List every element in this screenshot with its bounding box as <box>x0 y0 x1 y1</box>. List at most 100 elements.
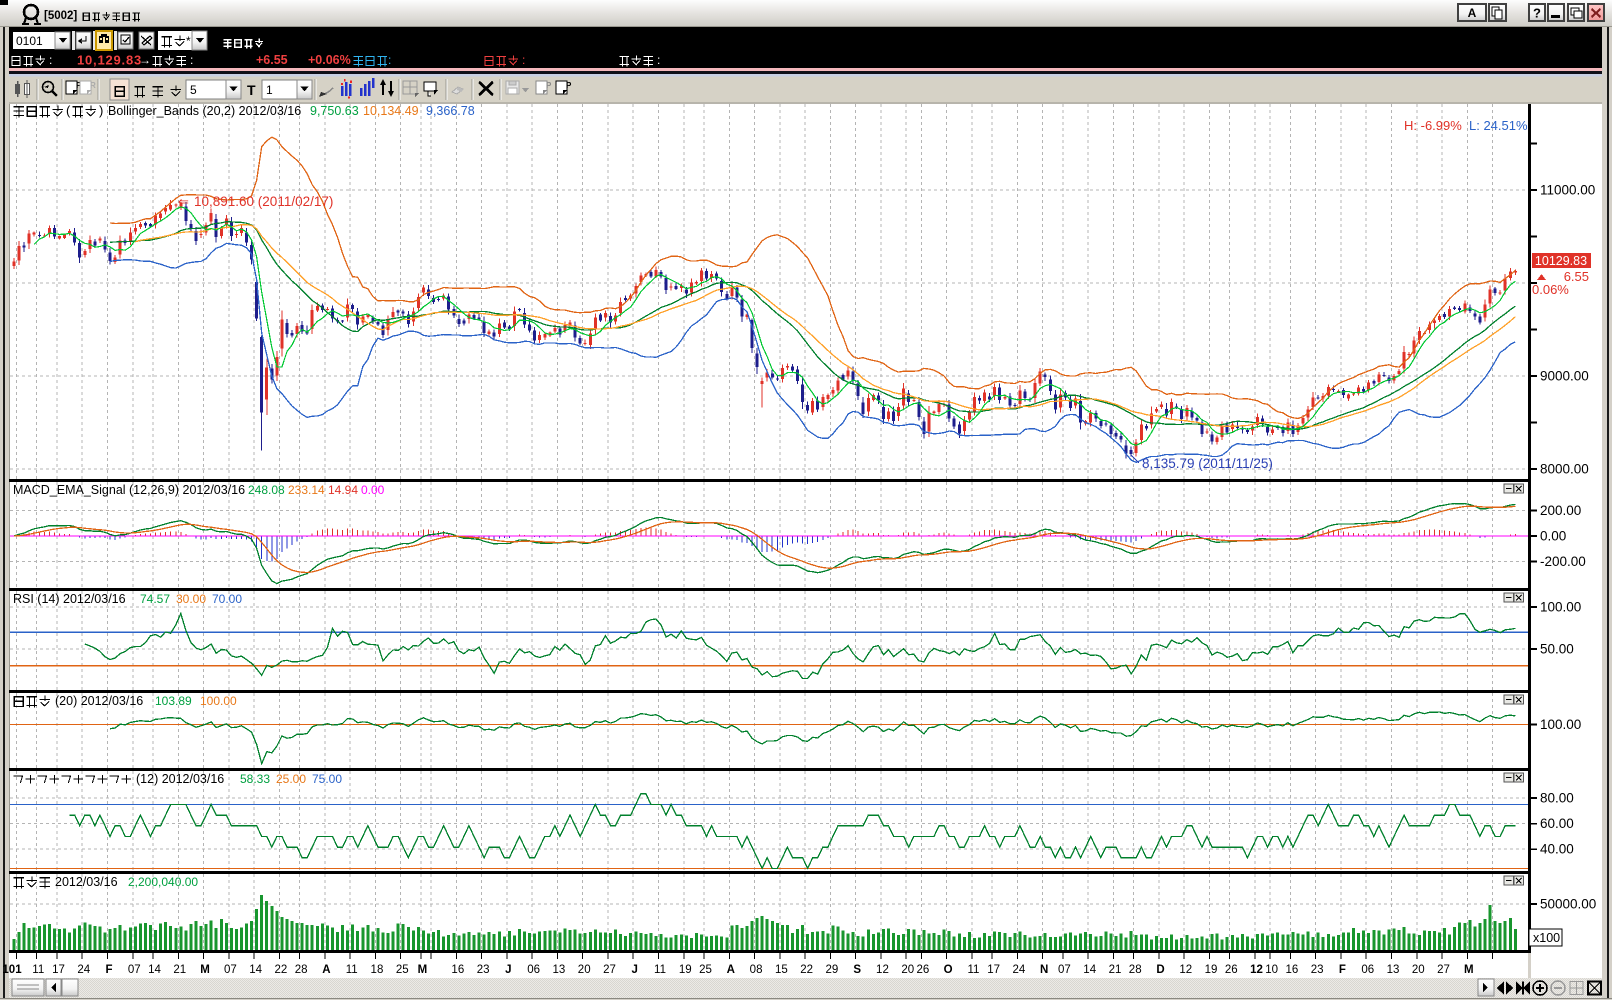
svg-text:O: O <box>944 964 953 976</box>
svg-text:24: 24 <box>1013 964 1026 976</box>
svg-text:N: N <box>1040 964 1048 976</box>
svg-text:11000.00: 11000.00 <box>1540 183 1595 198</box>
svg-text:1: 1 <box>266 83 273 97</box>
svg-text:RSI (14) 2012/03/16: RSI (14) 2012/03/16 <box>13 592 126 606</box>
svg-text:): ) <box>99 103 103 118</box>
svg-text:⇐: ⇐ <box>178 194 189 209</box>
svg-text:21: 21 <box>1109 964 1122 976</box>
svg-text:60.00: 60.00 <box>1540 816 1574 831</box>
svg-text:80.00: 80.00 <box>1540 791 1574 806</box>
svg-text:28: 28 <box>295 964 308 976</box>
svg-text:16: 16 <box>451 964 464 976</box>
svg-text:M: M <box>200 964 210 976</box>
svg-text:27: 27 <box>603 964 616 976</box>
svg-text:J: J <box>505 964 511 976</box>
svg-text:25.00: 25.00 <box>276 772 306 786</box>
svg-text:+6.55: +6.55 <box>256 53 288 67</box>
svg-text:101: 101 <box>2 964 22 976</box>
svg-text:18: 18 <box>371 964 384 976</box>
svg-text:S: S <box>853 964 861 976</box>
svg-text:14.94: 14.94 <box>328 483 358 497</box>
svg-text:*: * <box>186 34 191 48</box>
svg-text:10,891.60 (2011/02/17): 10,891.60 (2011/02/17) <box>194 194 333 209</box>
svg-text:25: 25 <box>396 964 409 976</box>
svg-text:50000.00: 50000.00 <box>1540 897 1596 912</box>
svg-text:(12) 2012/03/16: (12) 2012/03/16 <box>136 772 224 786</box>
svg-text:22: 22 <box>800 964 813 976</box>
svg-text:J: J <box>632 964 638 976</box>
svg-text:(20) 2012/03/16: (20) 2012/03/16 <box>55 694 143 708</box>
svg-text:11: 11 <box>346 964 358 976</box>
svg-text:0101: 0101 <box>16 34 43 48</box>
svg-text:MACD_EMA_Signal (12,26,9) 2012: MACD_EMA_Signal (12,26,9) 2012/03/16 <box>13 483 245 497</box>
svg-text:10,129.83: 10,129.83 <box>77 53 142 68</box>
svg-text:6.55: 6.55 <box>1564 269 1589 284</box>
svg-text:28: 28 <box>1129 964 1142 976</box>
svg-text:P: P <box>546 81 552 90</box>
svg-text:11: 11 <box>654 964 666 976</box>
svg-text:0.06%: 0.06% <box>1532 282 1569 297</box>
svg-text:26: 26 <box>1225 964 1238 976</box>
svg-text:16: 16 <box>1286 964 1299 976</box>
svg-text:100.00: 100.00 <box>200 694 237 708</box>
svg-text:11: 11 <box>967 964 979 976</box>
svg-text:58.33: 58.33 <box>240 772 270 786</box>
svg-text:75.00: 75.00 <box>312 772 342 786</box>
svg-text:x100: x100 <box>1533 931 1560 945</box>
svg-text:15: 15 <box>775 964 788 976</box>
svg-text:Bollinger_Bands (20,2) 2012/03: Bollinger_Bands (20,2) 2012/03/16 <box>108 104 301 118</box>
svg-text:M: M <box>1464 964 1474 976</box>
svg-text:[5002]: [5002] <box>44 10 77 22</box>
svg-text:19: 19 <box>1205 964 1218 976</box>
svg-text:8,135.79 (2011/11/25): 8,135.79 (2011/11/25) <box>1142 456 1273 471</box>
svg-text:06: 06 <box>527 964 540 976</box>
svg-text:26: 26 <box>916 964 929 976</box>
svg-text:M: M <box>418 964 428 976</box>
svg-text:21: 21 <box>173 964 186 976</box>
svg-text:10: 10 <box>1265 964 1278 976</box>
svg-text:12: 12 <box>1250 964 1263 976</box>
svg-text:74.57: 74.57 <box>140 592 170 606</box>
svg-text:A: A <box>322 964 330 976</box>
svg-text:100.00: 100.00 <box>1540 717 1581 732</box>
svg-text:103.89: 103.89 <box>155 694 192 708</box>
svg-text:17: 17 <box>987 964 1000 976</box>
svg-text:19: 19 <box>679 964 692 976</box>
svg-text:T: T <box>247 82 256 98</box>
svg-text:07: 07 <box>224 964 237 976</box>
svg-text:-200.00: -200.00 <box>1540 554 1586 569</box>
svg-text:24: 24 <box>77 964 90 976</box>
svg-text:?: ? <box>1533 6 1541 21</box>
svg-text:A: A <box>727 964 735 976</box>
svg-text:25: 25 <box>699 964 712 976</box>
svg-text:233.14: 233.14 <box>288 483 325 497</box>
svg-text:30.00: 30.00 <box>176 592 206 606</box>
svg-text:0.00: 0.00 <box>361 483 385 497</box>
svg-text:20: 20 <box>1412 964 1425 976</box>
svg-text:R: R <box>90 81 96 90</box>
svg-text:17: 17 <box>52 964 65 976</box>
svg-text::: : <box>49 53 52 67</box>
svg-text:0.00: 0.00 <box>1540 529 1566 544</box>
svg-text:9000.00: 9000.00 <box>1540 369 1589 384</box>
svg-text:A: A <box>1468 6 1477 20</box>
svg-text:→: → <box>139 53 151 67</box>
svg-text:40.00: 40.00 <box>1540 842 1574 857</box>
svg-text:H: -6.99%: H: -6.99% <box>1404 118 1462 133</box>
svg-text:P: P <box>566 81 572 90</box>
svg-text:23: 23 <box>1311 964 1324 976</box>
svg-text:11: 11 <box>32 964 44 976</box>
svg-text:13: 13 <box>553 964 566 976</box>
svg-text:5: 5 <box>190 83 197 97</box>
svg-text:2,200,040.00: 2,200,040.00 <box>128 875 198 889</box>
svg-text:13: 13 <box>1387 964 1400 976</box>
svg-text:20: 20 <box>578 964 591 976</box>
svg-text:12: 12 <box>1179 964 1192 976</box>
svg-text:8000.00: 8000.00 <box>1540 462 1589 477</box>
svg-text:200.00: 200.00 <box>1540 503 1581 518</box>
svg-text:F: F <box>106 964 113 976</box>
svg-text::: : <box>657 53 660 67</box>
svg-text:27: 27 <box>1437 964 1450 976</box>
svg-text:14: 14 <box>1083 964 1096 976</box>
svg-text:P: P <box>76 81 82 90</box>
